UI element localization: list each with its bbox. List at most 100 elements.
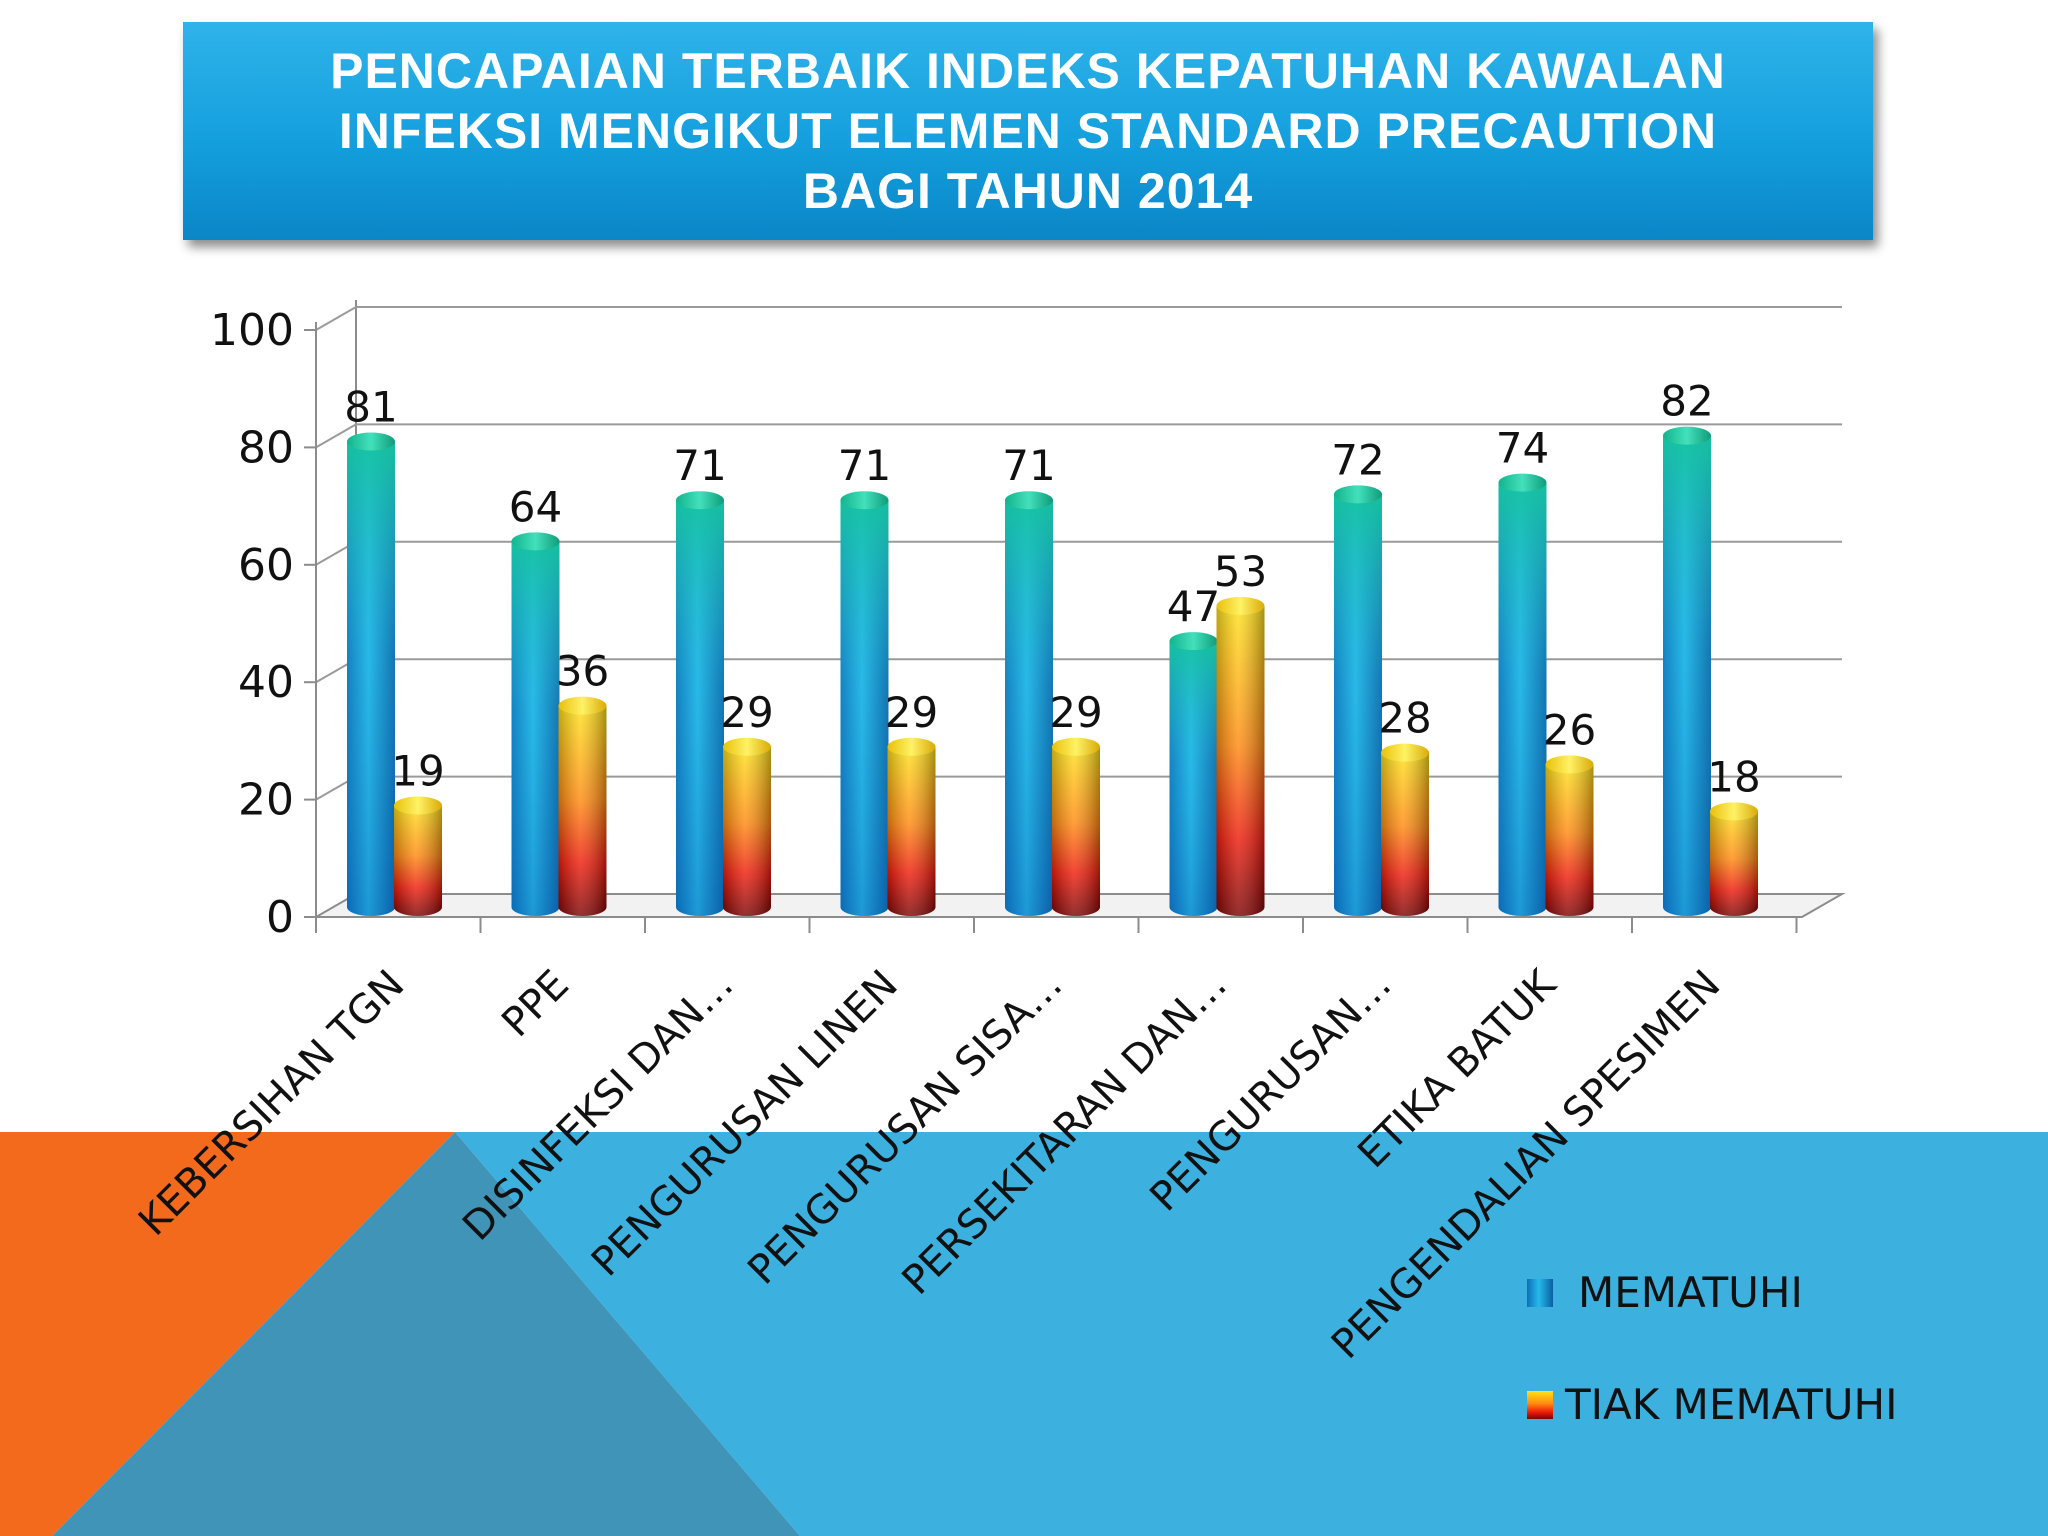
bar-tiak-mematuhi — [1381, 743, 1429, 916]
bar-shading — [676, 500, 724, 916]
category-label: KEBERSIHAN TGN — [130, 962, 413, 1245]
category-label: PERSEKITARAN DAN… — [893, 962, 1235, 1304]
bar-shading — [558, 705, 607, 916]
bar-cap — [1334, 485, 1382, 504]
bar-tiak-mematuhi — [558, 696, 607, 916]
title-line-3: BAGI TAHUN 2014 — [802, 163, 1254, 219]
legend-swatch — [1527, 1279, 1553, 1307]
bar-shading — [1498, 482, 1547, 916]
data-label: 71 — [838, 441, 891, 490]
bar-cap — [558, 696, 607, 715]
data-label: 71 — [673, 441, 726, 490]
bar-cap — [511, 532, 560, 551]
gridline — [315, 306, 1842, 331]
bar-tiak-mematuhi — [1710, 802, 1758, 916]
category-label: PENGURUSAN SISA… — [739, 962, 1071, 1294]
bar-tiak-mematuhi — [394, 796, 442, 916]
bar-shading — [723, 746, 771, 916]
bar-mematuhi — [840, 491, 889, 916]
bar-mematuhi — [1498, 473, 1547, 916]
y-tick-label: 20 — [238, 775, 294, 826]
bar-cap — [676, 491, 724, 510]
bar-cap — [887, 737, 936, 756]
bar-shading — [1216, 605, 1265, 916]
bar-mematuhi — [347, 432, 395, 916]
bar-tiak-mematuhi — [723, 737, 771, 916]
bar-mematuhi — [1005, 491, 1053, 916]
bar-shading — [1052, 746, 1100, 916]
y-tick-label: 80 — [238, 422, 294, 473]
bar-cap — [1381, 743, 1429, 762]
bar-cap — [1710, 802, 1758, 821]
data-label: 29 — [885, 688, 938, 737]
bar-shading — [347, 441, 395, 916]
bar-cap — [1216, 596, 1265, 615]
decor-orange-triangle — [0, 1132, 455, 1536]
bar-shading — [1169, 641, 1218, 916]
bar-shading — [1663, 435, 1711, 916]
bar-shading — [1381, 752, 1429, 916]
category-label: DISINFEKSI DAN… — [454, 962, 742, 1250]
category-label: PENGURUSAN LINEN — [583, 962, 907, 1286]
legend-item-mematuhi: MEMATUHI — [1527, 1268, 1803, 1317]
bar-mematuhi — [1663, 426, 1711, 916]
title-line-1: PENCAPAIAN TERBAIK INDEKS KEPATUHAN KAWA… — [330, 43, 1726, 99]
legend-swatch — [1527, 1391, 1553, 1419]
title-line-2: INFEKSI MENGIKUT ELEMEN STANDARD PRECAUT… — [338, 103, 1718, 159]
bar-cap — [723, 737, 771, 756]
bar-mematuhi — [676, 491, 724, 916]
data-label: 26 — [1543, 705, 1596, 754]
data-label: 53 — [1214, 547, 1267, 596]
gridline — [315, 423, 1842, 449]
data-label: 18 — [1707, 752, 1760, 801]
bar-cap — [1663, 426, 1711, 445]
data-label: 28 — [1378, 694, 1431, 743]
bar-cap — [347, 432, 395, 451]
data-label: 47 — [1167, 582, 1220, 631]
data-label: 19 — [391, 746, 444, 795]
bar-cap — [1052, 737, 1100, 756]
bar-mematuhi — [1169, 632, 1218, 916]
bar-shading — [1334, 494, 1382, 916]
bar-shading — [511, 541, 560, 916]
bar-shading — [1710, 811, 1758, 916]
data-label: 29 — [720, 688, 773, 737]
bar-mematuhi — [511, 532, 560, 916]
y-tick-label: 40 — [238, 657, 294, 708]
data-label: 36 — [556, 647, 609, 696]
bar-shading — [840, 500, 889, 916]
bar-shading — [394, 805, 442, 916]
bar-cap — [1169, 632, 1218, 651]
data-label: 29 — [1049, 688, 1102, 737]
bar-tiak-mematuhi — [1545, 755, 1594, 916]
bar-cap — [1498, 473, 1547, 492]
legend-item-tiak-mematuhi: TIAK MEMATUHI — [1527, 1380, 1898, 1429]
data-label: 82 — [1660, 377, 1713, 426]
bar-mematuhi — [1334, 485, 1382, 916]
data-label: 72 — [1331, 435, 1384, 484]
category-label: PPE — [493, 962, 578, 1047]
y-tick-label: 0 — [266, 892, 294, 943]
decor-blue-band — [455, 1132, 2048, 1536]
bar-cap — [1005, 491, 1053, 510]
bar-shading — [887, 746, 936, 916]
data-label: 71 — [1002, 441, 1055, 490]
data-label: 74 — [1496, 424, 1549, 473]
y-tick-label: 100 — [210, 305, 294, 356]
data-label: 81 — [344, 383, 397, 432]
bar-cap — [1545, 755, 1594, 774]
bar-cap — [394, 796, 442, 815]
title-banner: PENCAPAIAN TERBAIK INDEKS KEPATUHAN KAWA… — [183, 22, 1873, 240]
data-label: 64 — [509, 482, 562, 531]
y-tick-label: 60 — [238, 540, 294, 591]
bar-tiak-mematuhi — [1216, 596, 1265, 916]
bar-cap — [840, 491, 889, 510]
bar-tiak-mematuhi — [1052, 737, 1100, 916]
bar-shading — [1545, 764, 1594, 916]
bar-shading — [1005, 500, 1053, 916]
bar-tiak-mematuhi — [887, 737, 936, 916]
decor-overlap-region — [52, 1132, 800, 1536]
legend-label: TIAK MEMATUHI — [1564, 1380, 1898, 1429]
